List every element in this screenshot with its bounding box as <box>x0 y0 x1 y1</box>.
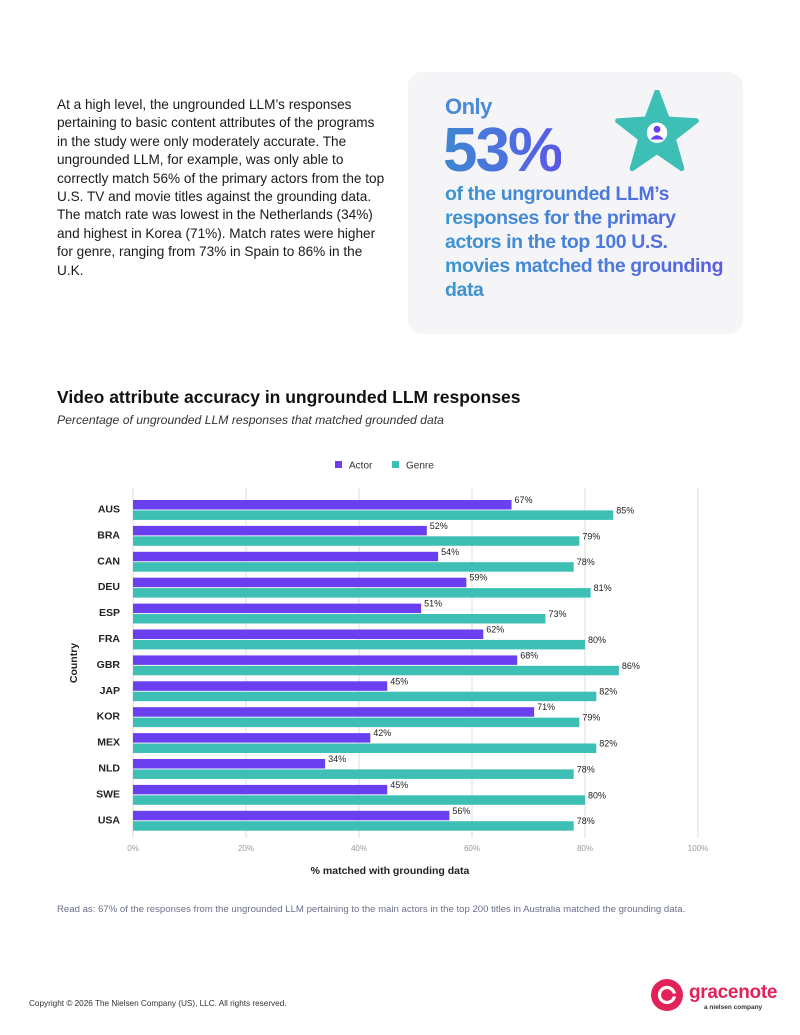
bar-actor <box>133 784 388 795</box>
bar-genre <box>133 665 619 676</box>
category-label: FRA <box>98 633 120 645</box>
bar-actor <box>133 810 450 821</box>
bar-genre <box>133 536 580 546</box>
data-label: 78% <box>577 557 595 567</box>
x-tick-label: 0% <box>127 844 139 853</box>
category-label: ESP <box>99 607 120 619</box>
category-label: DEU <box>98 581 120 593</box>
bar-genre <box>133 691 597 702</box>
bar-genre <box>133 562 574 572</box>
data-label: 79% <box>582 531 600 541</box>
bar-actor <box>133 551 439 562</box>
y-axis-title: Country <box>68 643 80 683</box>
bar-chart: 0% 20% 40% 60% 80% 100% Actor Genre AUS 67% 85% BRA… <box>68 461 708 878</box>
bar-genre <box>133 769 574 779</box>
data-label: 62% <box>486 625 504 635</box>
legend-label: Actor <box>349 461 373 472</box>
chart-subtitle: Percentage of ungrounded LLM responses t… <box>57 413 444 427</box>
category-label: JAP <box>100 685 120 697</box>
bar-genre <box>133 717 580 728</box>
category-label: GBR <box>97 659 121 671</box>
data-label: 68% <box>520 650 538 660</box>
bar-actor <box>133 759 326 769</box>
data-label: 42% <box>373 728 391 738</box>
x-tick-label: 60% <box>464 844 480 853</box>
bar-actor <box>133 681 388 691</box>
data-label: 82% <box>599 739 617 749</box>
bar-actor <box>133 525 427 536</box>
data-label: 79% <box>582 713 600 723</box>
category-label: USA <box>98 814 121 826</box>
data-label: 45% <box>390 780 408 790</box>
logo-subtext: a nielsen company <box>704 1004 763 1011</box>
intro-paragraph: At a high level, the ungrounded LLM’s re… <box>57 97 385 278</box>
star-person-icon <box>615 90 699 172</box>
bar-genre <box>133 639 585 650</box>
category-label: SWE <box>96 788 120 800</box>
bar-actor <box>133 707 535 717</box>
bar-genre <box>133 743 597 753</box>
data-label: 52% <box>430 521 448 531</box>
bar-genre <box>133 795 585 805</box>
category-label: AUS <box>98 504 120 516</box>
bar-genre <box>133 588 591 598</box>
bar-actor <box>133 500 512 510</box>
x-tick-label: 80% <box>577 844 593 853</box>
bar-actor <box>133 629 484 639</box>
data-label: 59% <box>469 573 487 583</box>
data-label: 56% <box>452 806 470 816</box>
data-label: 45% <box>390 676 408 686</box>
legend-swatch <box>392 461 399 468</box>
data-label: 51% <box>424 599 442 609</box>
chart-title: Video attribute accuracy in ungrounded L… <box>57 387 521 407</box>
gracenote-logo: gracenote a nielsen company <box>651 978 777 1014</box>
data-label: 54% <box>441 547 459 557</box>
bar-actor <box>133 577 467 588</box>
data-label: 78% <box>577 816 595 826</box>
bar-actor <box>133 733 371 743</box>
category-label: NLD <box>98 763 120 775</box>
copyright-text: Copyright © 2026 The Nielsen Company (US… <box>29 999 287 1008</box>
category-label: MEX <box>97 737 120 749</box>
data-label: 85% <box>616 505 634 515</box>
bar-actor <box>133 655 518 665</box>
bar-genre <box>133 821 574 831</box>
bar-genre <box>133 614 546 624</box>
data-label: 78% <box>577 764 595 774</box>
data-label: 82% <box>599 687 617 697</box>
gracenote-logo-icon <box>651 979 683 1011</box>
category-label: KOR <box>97 711 121 723</box>
x-tick-label: 40% <box>351 844 367 853</box>
stat-callout: Only 53% of the ungrounded LLM’s respons… <box>408 72 743 334</box>
callout-description: of the ungrounded LLM’s responses for th… <box>445 182 735 302</box>
data-label: 86% <box>622 661 640 671</box>
logo-wordmark: gracenote <box>689 982 778 1003</box>
data-label: 73% <box>548 609 566 619</box>
data-label: 67% <box>515 495 533 505</box>
data-label: 81% <box>594 583 612 593</box>
callout-only-label: Only <box>445 94 492 119</box>
category-label: CAN <box>97 555 120 567</box>
bar-genre <box>133 510 614 520</box>
bar-actor <box>133 603 422 614</box>
legend-swatch <box>335 461 342 468</box>
x-axis-title: % matched with grounding data <box>311 865 470 877</box>
category-label: BRA <box>97 529 120 541</box>
data-label: 34% <box>328 754 346 764</box>
data-label: 80% <box>588 790 606 800</box>
data-label: 71% <box>537 702 555 712</box>
callout-percent: 53% <box>443 116 563 185</box>
data-label: 80% <box>588 635 606 645</box>
legend-label: Genre <box>406 461 434 472</box>
read-as-note: Read as: 67% of the responses from the u… <box>57 904 686 915</box>
x-tick-label: 20% <box>238 844 254 853</box>
x-tick-label: 100% <box>688 844 708 853</box>
